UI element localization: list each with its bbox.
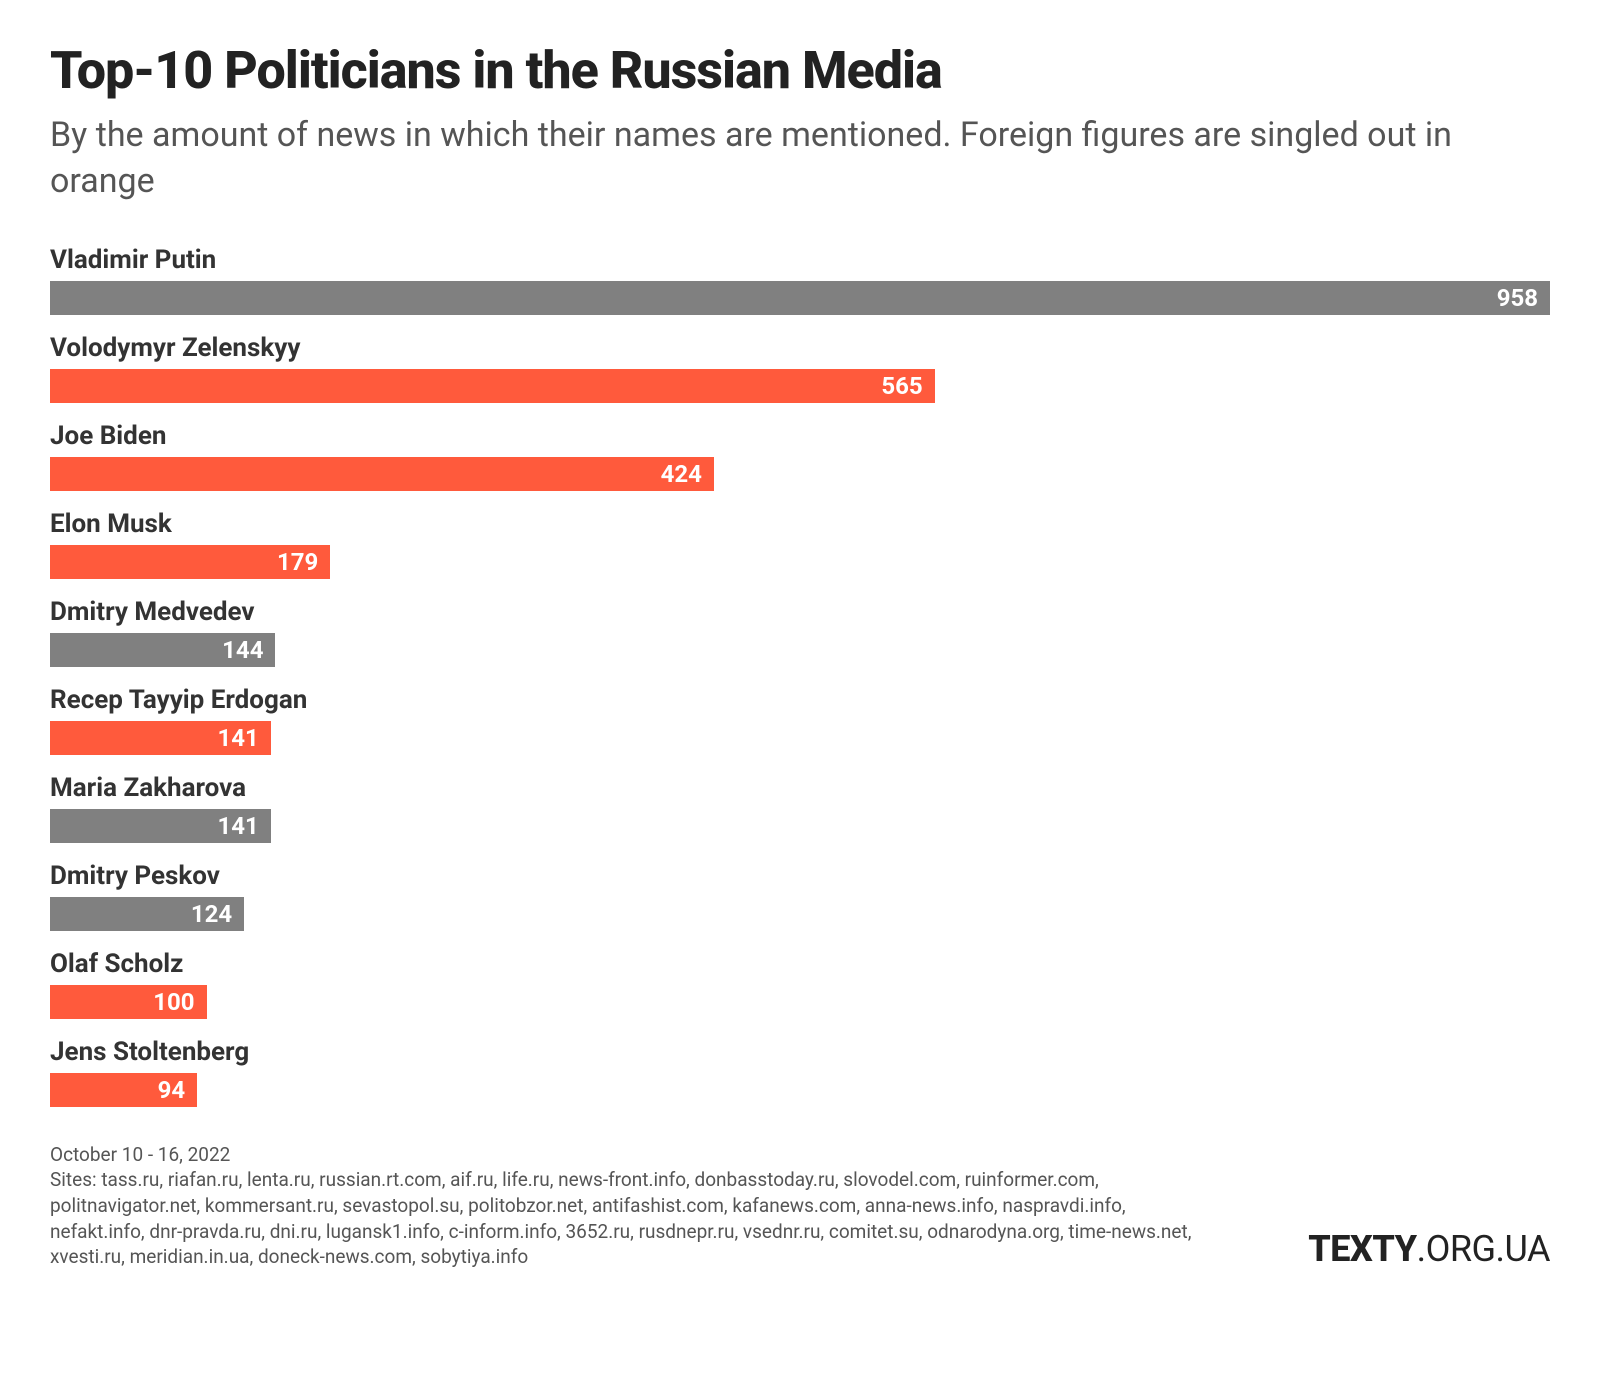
footer: October 10 - 16, 2022 Sites: tass.ru, ri… [50,1142,1550,1270]
chart-title: Top-10 Politicians in the Russian Media [50,40,1550,101]
bar: 141 [50,809,271,843]
bar-track: 144 [50,633,1550,667]
bar-label: Volodymyr Zelenskyy [50,333,1550,363]
bar-value: 100 [153,988,194,1016]
bar-track: 958 [50,281,1550,315]
chart-subtitle: By the amount of news in which their nam… [50,113,1550,205]
bar: 124 [50,897,244,931]
bar-track: 94 [50,1073,1550,1107]
footer-text: October 10 - 16, 2022 Sites: tass.ru, ri… [50,1142,1200,1270]
bar-track: 565 [50,369,1550,403]
bar-label: Elon Musk [50,509,1550,539]
bar-row: Dmitry Medvedev 144 [50,597,1550,667]
bar-row: Elon Musk 179 [50,509,1550,579]
bar-row: Joe Biden 424 [50,421,1550,491]
bar-label: Jens Stoltenberg [50,1037,1550,1067]
bar-track: 100 [50,985,1550,1019]
bar-value: 144 [222,636,263,664]
source-logo: TEXTY.ORG.UA [1308,1228,1550,1270]
logo-rest: .ORG.UA [1417,1228,1550,1270]
bar-label: Vladimir Putin [50,245,1550,275]
bar-value: 179 [277,548,318,576]
bar-chart: Vladimir Putin 958 Volodymyr Zelenskyy 565 J… [50,245,1550,1107]
bar-value: 424 [661,460,702,488]
bar-value: 94 [158,1076,186,1104]
bar-row: Maria Zakharova 141 [50,773,1550,843]
bar-row: Vladimir Putin 958 [50,245,1550,315]
bar: 958 [50,281,1550,315]
bar-label: Maria Zakharova [50,773,1550,803]
bar: 141 [50,721,271,755]
logo-bold: TEXTY [1308,1228,1416,1270]
bar-label: Olaf Scholz [50,949,1550,979]
bar-value: 141 [217,812,258,840]
bar-value: 565 [881,372,922,400]
bar-label: Dmitry Medvedev [50,597,1550,627]
bar-row: Olaf Scholz 100 [50,949,1550,1019]
bar: 565 [50,369,935,403]
bar: 179 [50,545,330,579]
bar: 100 [50,985,207,1019]
sources-list: Sites: tass.ru, riafan.ru, lenta.ru, rus… [50,1167,1200,1270]
bar: 424 [50,457,714,491]
bar-row: Jens Stoltenberg 94 [50,1037,1550,1107]
date-range: October 10 - 16, 2022 [50,1142,1200,1168]
bar-row: Volodymyr Zelenskyy 565 [50,333,1550,403]
bar-track: 124 [50,897,1550,931]
bar-row: Dmitry Peskov 124 [50,861,1550,931]
bar-track: 141 [50,721,1550,755]
bar-label: Joe Biden [50,421,1550,451]
bar: 144 [50,633,275,667]
bar-label: Recep Tayyip Erdogan [50,685,1550,715]
bar-label: Dmitry Peskov [50,861,1550,891]
bar: 94 [50,1073,197,1107]
bar-value: 124 [191,900,232,928]
bar-track: 179 [50,545,1550,579]
bar-value: 141 [217,724,258,752]
bar-row: Recep Tayyip Erdogan 141 [50,685,1550,755]
bar-track: 424 [50,457,1550,491]
bar-track: 141 [50,809,1550,843]
bar-value: 958 [1497,284,1538,312]
